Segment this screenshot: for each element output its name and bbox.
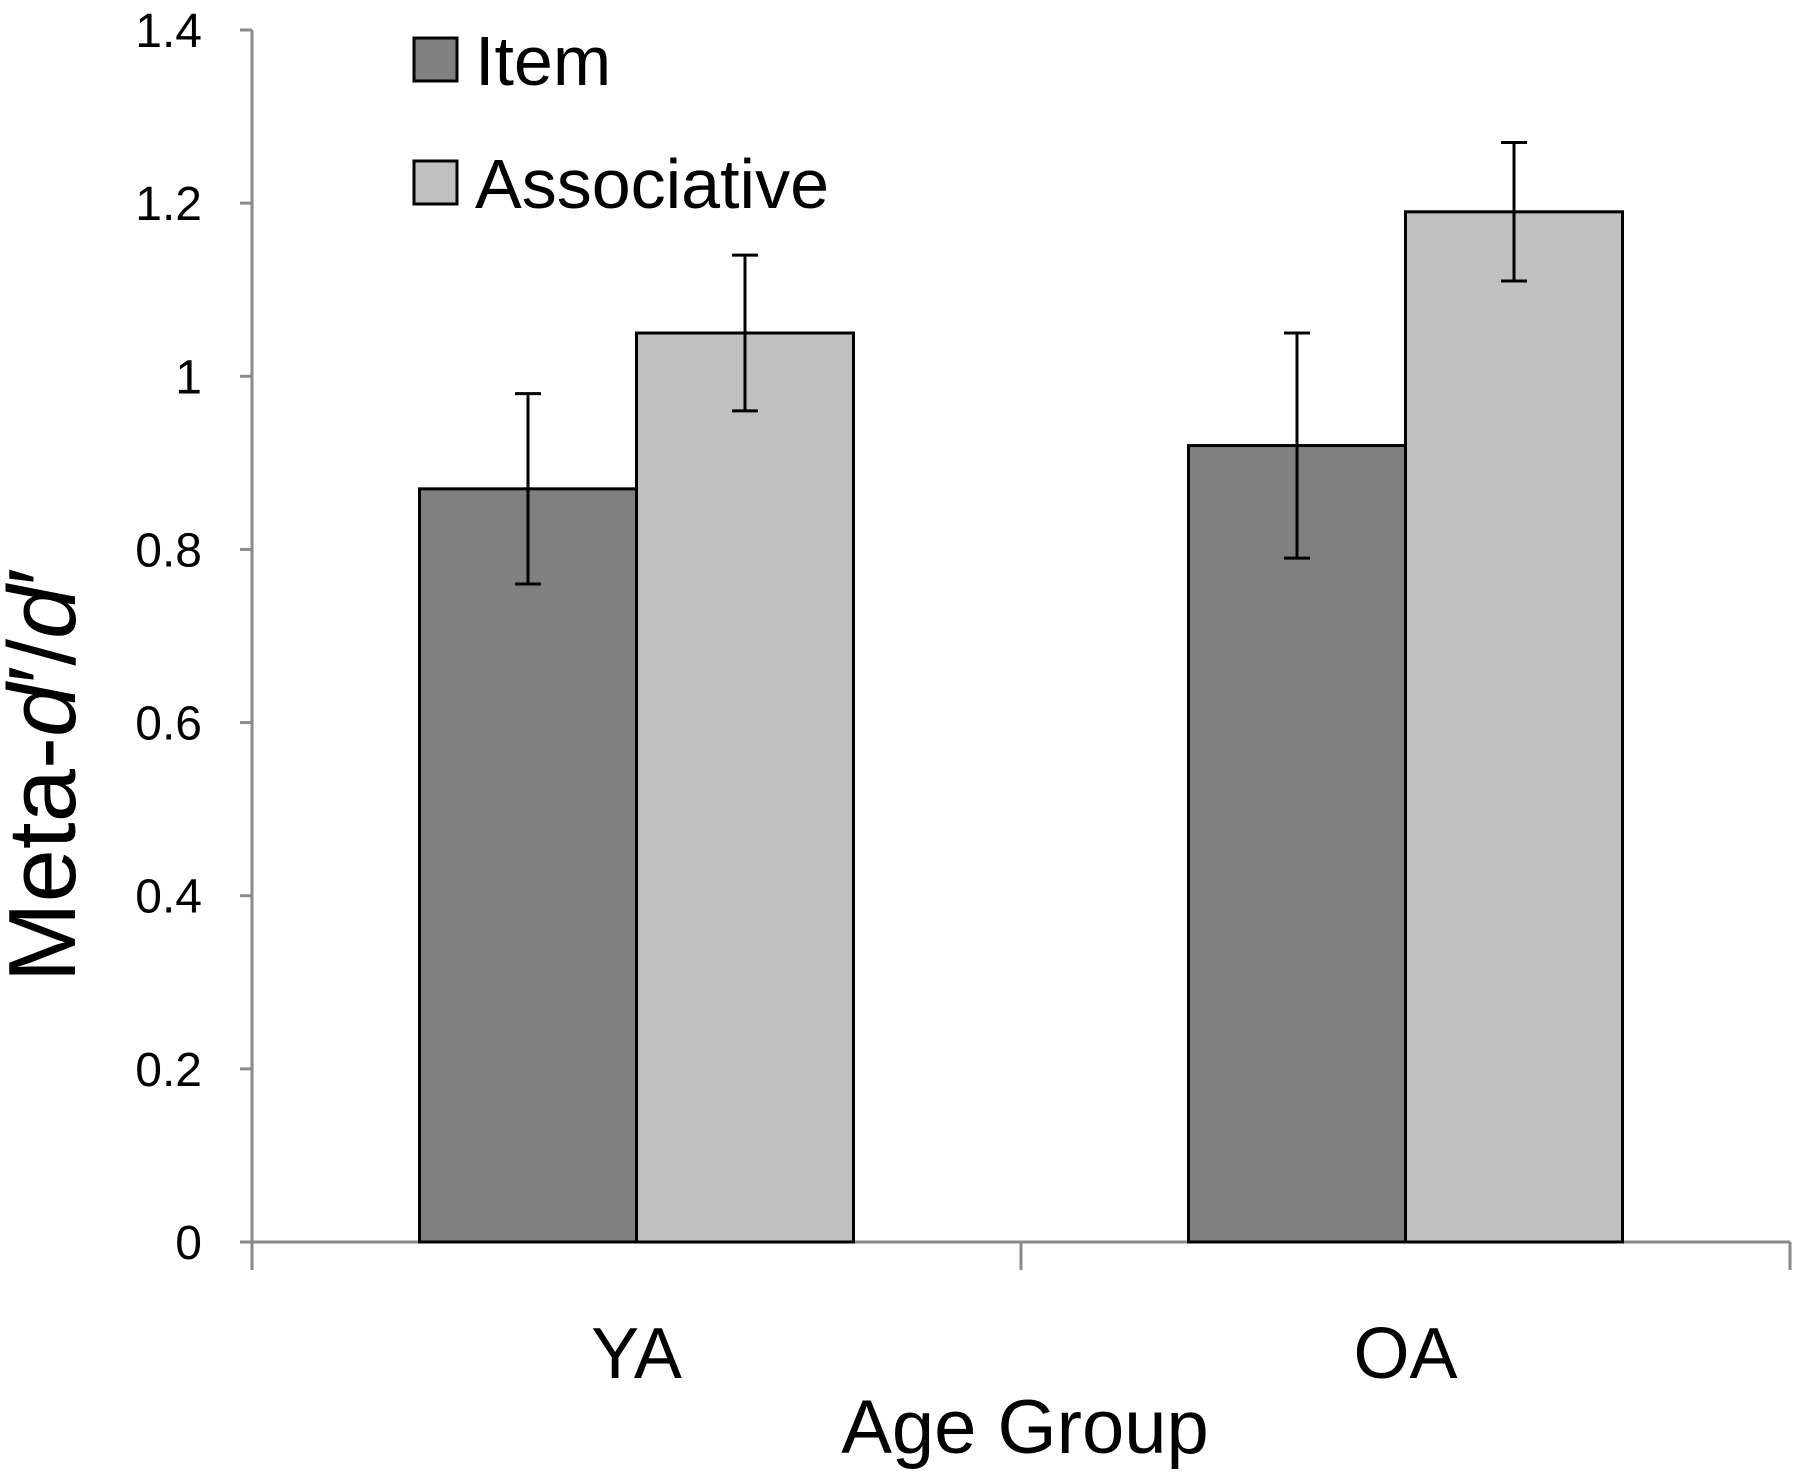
legend-swatch-item [412,36,459,83]
y-axis-title-d2: d [0,583,96,639]
x-tick-label: OA [1353,1314,1457,1394]
y-axis-title: Meta-d′/d′ [0,568,96,983]
y-axis-title-prime2: ′ [0,568,96,586]
bar-item-ya [418,487,638,1244]
bar-associative-oa [1404,210,1624,1244]
x-axis: YA OA [250,1240,1792,1394]
legend-swatch-associative [412,159,459,206]
y-axis-title-slash: / [0,639,96,666]
bar-item-oa [1187,444,1407,1244]
legend-label-associative: Associative [475,145,829,223]
error-bars [515,141,1527,586]
y-tick-label: 0.4 [135,871,202,924]
y-axis-title-d1: d [0,681,96,737]
y-tick-label: 0 [175,1217,202,1270]
y-axis-title-prefix: Meta- [0,737,96,982]
y-tick-label: 1.2 [135,178,202,231]
x-axis-title: Age Group [841,1385,1209,1470]
y-tick-label: 0.6 [135,698,202,751]
bar-associative-ya [635,331,855,1244]
y-axis: 0 0.2 0.4 0.6 0.8 1 1.2 1.4 [135,5,254,1270]
y-tick-label: 1.4 [135,5,202,58]
x-tick-label: YA [591,1314,682,1394]
bars [418,210,1624,1244]
y-axis-title-prime1: ′ [0,666,96,684]
legend-label-item: Item [475,22,611,100]
y-tick-label: 0.8 [135,524,202,577]
y-tick-label: 1 [175,351,202,404]
y-tick-label: 0.2 [135,1044,202,1097]
legend: Item Associative [412,22,829,223]
